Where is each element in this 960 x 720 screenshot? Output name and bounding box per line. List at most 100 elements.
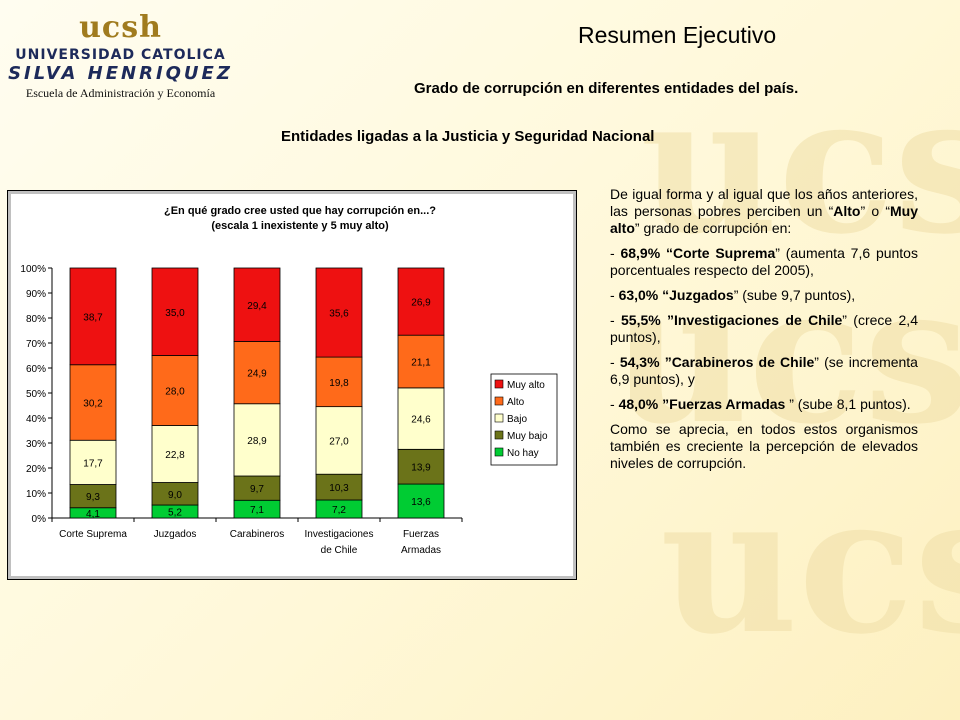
y-tick-label: 100%	[20, 264, 46, 275]
finding-detail: ” (aumenta 7,6 puntos porcentuales respe…	[610, 245, 918, 278]
finding-entity: 68,9% “Corte Suprema	[620, 245, 776, 261]
bar-segment	[315, 267, 363, 358]
university-logo: ucsh UNIVERSIDAD CATOLICA SILVA HENRIQUE…	[8, 10, 233, 101]
intro-emphasis: Muy alto	[610, 203, 919, 236]
data-label: 38,7	[83, 312, 103, 323]
bar-segment	[151, 267, 199, 356]
x-tick-label: Investigaciones	[305, 529, 374, 540]
findings-list: - 68,9% “Corte Suprema” (aumenta 7,6 pun…	[610, 245, 918, 413]
bar-segment	[233, 475, 281, 501]
bar-segment	[69, 267, 117, 366]
data-label: 29,4	[247, 301, 267, 312]
data-label: 9,3	[86, 492, 100, 503]
y-tick-label: 50%	[26, 389, 46, 400]
finding-detail: ” (se incrementa 6,9 puntos), y	[610, 354, 918, 387]
data-label: 28,0	[165, 387, 185, 398]
x-tick-label: Fuerzas	[403, 529, 439, 540]
x-tick-label: de Chile	[321, 545, 358, 556]
bar-segment	[233, 403, 281, 477]
data-label: 26,9	[411, 298, 431, 309]
finding-item: - 55,5% ”Investigaciones de Chile” (crec…	[610, 312, 918, 346]
finding-bullet: -	[610, 312, 621, 328]
y-tick-label: 80%	[26, 314, 46, 325]
legend-label: Muy bajo	[507, 431, 548, 442]
bar-segment	[315, 356, 363, 408]
conclusion-paragraph: Como se aprecia, en todos estos organism…	[610, 421, 918, 471]
y-tick-label: 0%	[32, 514, 47, 525]
y-tick-label: 60%	[26, 364, 46, 375]
data-label: 5,2	[168, 508, 182, 519]
legend-label: Bajo	[507, 414, 527, 425]
intro-text: De igual forma y al igual que los años a…	[610, 186, 918, 219]
summary-text: De igual forma y al igual que los años a…	[610, 186, 918, 480]
data-label: 9,7	[250, 484, 264, 495]
data-label: 7,1	[250, 505, 264, 516]
finding-entity: 63,0% “Juzgados	[618, 287, 734, 303]
data-label: 27,0	[329, 436, 349, 447]
data-label: 24,9	[247, 369, 267, 380]
y-tick-label: 10%	[26, 489, 46, 500]
legend-label: Alto	[507, 397, 525, 408]
data-label: 19,8	[329, 378, 349, 389]
data-label: 28,9	[247, 436, 267, 447]
finding-entity: 48,0% ”Fuerzas Armadas	[618, 396, 786, 412]
x-tick-label: Juzgados	[154, 529, 197, 540]
data-label: 7,2	[332, 505, 346, 516]
finding-bullet: -	[610, 245, 621, 261]
x-tick-label: Corte Suprema	[59, 529, 127, 540]
logo-university-line: UNIVERSIDAD CATOLICA	[15, 47, 226, 63]
intro-paragraph: De igual forma y al igual que los años a…	[610, 186, 918, 237]
finding-entity: 54,3% ”Carabineros de Chile	[619, 354, 815, 370]
intro-text: ” grado de corrupción en:	[634, 220, 792, 236]
finding-bullet: -	[610, 396, 619, 412]
data-label: 13,6	[411, 497, 431, 508]
legend-swatch	[494, 447, 504, 457]
logo-name-line: SILVA HENRIQUEZ	[8, 63, 233, 84]
y-tick-label: 30%	[26, 439, 46, 450]
finding-detail: ” (sube 9,7 puntos),	[733, 287, 856, 303]
logo-school-line: Escuela de Administración y Economía	[25, 86, 216, 100]
data-label: 17,7	[83, 458, 103, 469]
data-label: 13,9	[411, 463, 431, 474]
data-label: 9,0	[168, 490, 182, 501]
legend-swatch	[494, 396, 504, 406]
bar-segment	[397, 334, 445, 389]
legend-swatch	[494, 430, 504, 440]
bar-segment	[151, 425, 199, 483]
bar-segment	[69, 364, 117, 441]
bar-segment	[315, 406, 363, 475]
finding-item: - 63,0% “Juzgados” (sube 9,7 puntos),	[610, 287, 918, 304]
bar-segment	[315, 473, 363, 501]
data-label: 24,6	[411, 415, 431, 426]
finding-item: - 48,0% ”Fuerzas Armadas ” (sube 8,1 pun…	[610, 396, 918, 413]
y-tick-label: 20%	[26, 464, 46, 475]
finding-detail: ” (crece 2,4 puntos),	[610, 312, 918, 345]
page-title: Resumen Ejecutivo	[578, 22, 777, 48]
logo-mark: ucsh	[79, 10, 162, 45]
finding-item: - 54,3% ”Carabineros de Chile” (se incre…	[610, 354, 918, 388]
bar-segment	[397, 448, 445, 485]
legend-swatch	[494, 413, 504, 423]
data-label: 22,8	[165, 450, 185, 461]
legend-label: Muy alto	[507, 380, 545, 391]
data-label: 21,1	[411, 358, 431, 369]
intro-emphasis: Alto	[833, 203, 861, 219]
corruption-stacked-bar-chart: ¿En qué grado cree usted que hay corrupc…	[7, 190, 577, 580]
intro-text: ” o “	[860, 203, 891, 219]
data-label: 35,6	[329, 309, 349, 320]
legend-swatch	[494, 379, 504, 389]
finding-item: - 68,9% “Corte Suprema” (aumenta 7,6 pun…	[610, 245, 918, 279]
bar-segment	[397, 267, 445, 336]
y-tick-label: 70%	[26, 339, 46, 350]
bar-segment	[233, 267, 281, 342]
chart-subtitle: (escala 1 inexistente y 5 muy alto)	[211, 220, 389, 232]
bar-segment	[397, 483, 445, 519]
bar-segment	[397, 387, 445, 450]
data-label: 4,1	[86, 509, 100, 520]
data-label: 30,2	[83, 399, 103, 410]
data-label: 10,3	[329, 483, 349, 494]
chart-title: ¿En qué grado cree usted que hay corrupc…	[164, 205, 436, 217]
finding-entity: 55,5% ”Investigaciones de Chile	[621, 312, 843, 328]
legend-label: No hay	[507, 448, 539, 459]
page-subtitle: Grado de corrupción en diferentes entida…	[414, 80, 799, 97]
